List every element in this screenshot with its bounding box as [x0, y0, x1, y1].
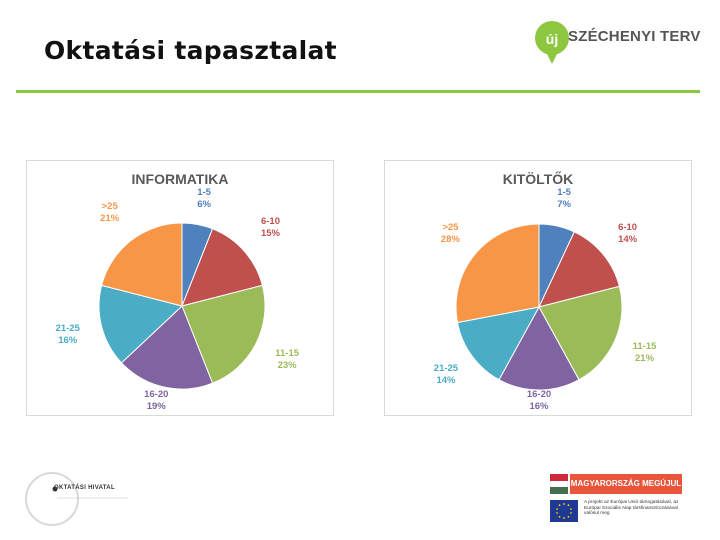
slice-value: 15%	[260, 227, 280, 239]
slice-label-6-10: 6-10 14%	[608, 222, 648, 246]
pie-slice-6-10	[181, 228, 264, 307]
slice-value: 6%	[197, 199, 211, 210]
slice-label-11-15: 11-15 23%	[267, 348, 307, 372]
slice-label-21-25: 21-25 16%	[48, 323, 88, 347]
eu-flag-icon	[550, 500, 578, 522]
pie-chart-kitoltok	[455, 223, 623, 391]
slice-label-11-15: 11-15 21%	[625, 341, 665, 365]
slice-label-gt25: >25 28%	[430, 222, 470, 246]
slice-category: 6-10	[260, 215, 280, 227]
slice-category: 16-20	[144, 389, 169, 400]
slice-label-1-5: 1-5 6%	[184, 187, 224, 211]
slice-value: 16%	[58, 335, 78, 347]
slice-label-21-25: 21-25 14%	[426, 363, 466, 387]
slice-value: 7%	[557, 199, 571, 210]
szechenyi-leaf-icon: új	[535, 21, 569, 64]
slice-category: 21-25	[433, 362, 459, 374]
oktatasi-hivatal-text: OKTATÁSI HIVATAL	[54, 485, 115, 491]
slice-label-6-10: 6-10 15%	[251, 216, 291, 240]
slice-category: 11-15	[275, 347, 300, 359]
pie-slice-16-20	[120, 305, 214, 390]
pie-slice-gt25	[455, 223, 540, 324]
chart-panel-informatika: INFORMATIKA 1-5 6% 6-10 15% 11-15 23% 16-20 19%…	[26, 160, 334, 416]
oktatasi-hivatal-logo	[24, 470, 134, 528]
chart-title: INFORMATIKA	[131, 171, 229, 187]
slide-title: Oktatási tapasztalat	[44, 36, 337, 65]
magyarorszag-megujul-banner: MAGYARORSZÁG MEGÚJUL	[570, 474, 682, 494]
chart-title: KITÖLTŐK	[502, 171, 574, 187]
slice-value: 14%	[618, 233, 638, 245]
pie-slice-6-10	[538, 231, 621, 308]
title-divider	[16, 90, 700, 93]
slice-value: 21%	[100, 212, 120, 224]
oktatasi-hivatal-emblem-icon	[25, 472, 128, 526]
slice-value: 19%	[146, 401, 166, 412]
slice-label-16-20: 16-20 19%	[136, 389, 176, 413]
slice-category: 11-15	[632, 340, 657, 352]
brand-text: SZÉCHENYI TERV	[568, 28, 701, 45]
slice-category: 6-10	[618, 221, 638, 233]
slice-value: 14%	[436, 374, 456, 386]
pie-chart-informatika	[98, 222, 266, 390]
chart-panel-kitoltok: KITÖLTŐK 1-5 7% 6-10 14% 11-15 21% 16-20 16% 21-…	[384, 160, 692, 416]
pie-slice-21-25	[98, 284, 184, 364]
slice-value: 23%	[277, 359, 297, 371]
pie-slice-16-20	[498, 305, 580, 391]
slice-value: 16%	[529, 401, 549, 412]
slice-value: 21%	[635, 352, 655, 364]
hungarian-flag-icon	[550, 474, 568, 494]
slice-label-1-5: 1-5 7%	[544, 187, 584, 211]
slice-label-gt25: >25 21%	[90, 201, 130, 225]
slice-category: 1-5	[557, 187, 571, 198]
pie-slice-21-25	[456, 306, 540, 381]
slice-category: >25	[442, 221, 459, 233]
slice-category: 1-5	[197, 187, 211, 198]
pie-slice-11-15	[538, 285, 623, 381]
slice-value: 28%	[440, 233, 460, 245]
slice-category: 21-25	[55, 323, 80, 335]
brand-mark-text: új	[546, 31, 558, 47]
eu-funding-text: A projekt az Európai Unió támogatásával,…	[584, 500, 679, 517]
slice-label-16-20: 16-20 16%	[519, 389, 559, 413]
pie-slice-11-15	[181, 284, 266, 384]
slice-category: >25	[101, 200, 118, 212]
pie-slice-gt25	[100, 222, 183, 307]
szechenyi-terv-logo: új	[532, 18, 692, 68]
footer-sponsor-block: MAGYARORSZÁG MEGÚJUL A projekt az Európa…	[548, 470, 688, 526]
slice-category: 16-20	[526, 389, 552, 400]
